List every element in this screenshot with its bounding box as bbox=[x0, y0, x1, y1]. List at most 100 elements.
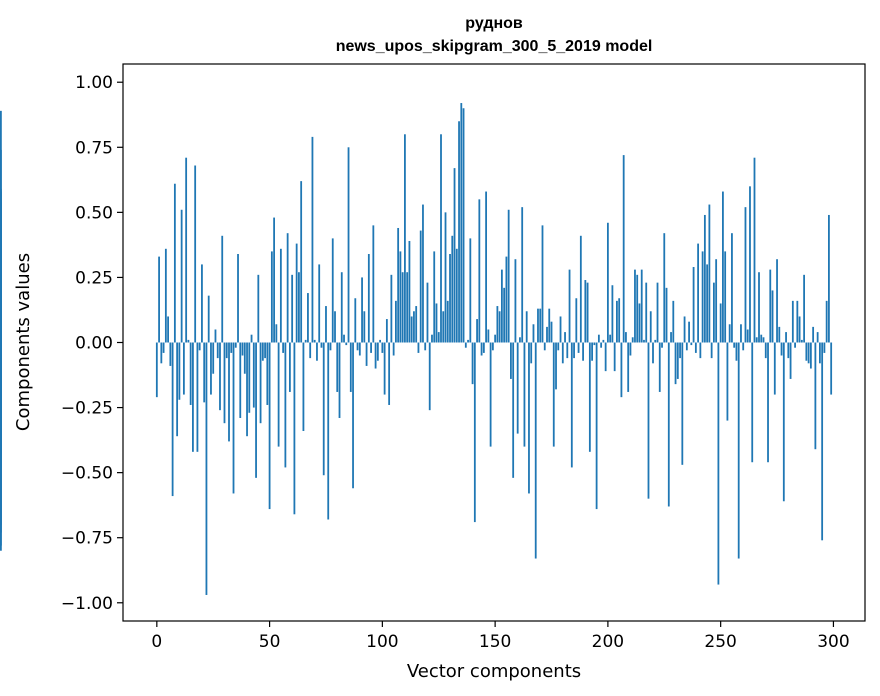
x-tick-label: 300 bbox=[817, 632, 849, 652]
bar-250 bbox=[719, 303, 722, 343]
bar-51 bbox=[270, 251, 273, 343]
bar-203 bbox=[613, 342, 616, 372]
bar-274 bbox=[773, 342, 776, 395]
bar-155 bbox=[505, 256, 508, 343]
y-tick-label: 1.00 bbox=[75, 73, 113, 93]
bar-238 bbox=[692, 267, 695, 343]
bar-271 bbox=[767, 342, 769, 463]
bar-170 bbox=[539, 308, 542, 343]
bar-77 bbox=[329, 342, 332, 351]
bar-32 bbox=[228, 342, 230, 442]
bar-167 bbox=[532, 324, 535, 343]
bar-222 bbox=[656, 282, 659, 343]
bar-71 bbox=[316, 342, 318, 361]
bar-1 bbox=[158, 256, 160, 343]
bar-143 bbox=[478, 199, 481, 343]
bar-131 bbox=[451, 235, 454, 343]
bar-154 bbox=[503, 287, 506, 343]
bar-97 bbox=[374, 342, 377, 369]
bar-126 bbox=[440, 134, 442, 343]
bar-164 bbox=[525, 311, 528, 343]
bar-149 bbox=[491, 342, 494, 351]
bar-235 bbox=[685, 342, 688, 351]
bar-298 bbox=[828, 214, 830, 343]
bar-18 bbox=[196, 342, 199, 452]
x-tick-label: 50 bbox=[259, 632, 281, 652]
bar-272 bbox=[769, 269, 772, 343]
bar-90 bbox=[358, 342, 361, 356]
x-axis: 0 50 100 150 200 250 300 bbox=[151, 621, 850, 652]
bar-95 bbox=[370, 342, 372, 353]
bar-27 bbox=[216, 342, 219, 359]
bar-102 bbox=[385, 319, 388, 343]
bar-38 bbox=[241, 342, 244, 356]
bar-160 bbox=[516, 342, 519, 434]
bar-227 bbox=[667, 342, 670, 507]
bar-248 bbox=[715, 259, 718, 343]
bar-247 bbox=[712, 282, 715, 343]
x-axis-label: Vector components bbox=[407, 661, 581, 682]
bar-133 bbox=[455, 248, 458, 343]
bar-107 bbox=[397, 227, 400, 343]
bar-169 bbox=[537, 308, 539, 343]
bar-141 bbox=[473, 342, 476, 523]
bar-20 bbox=[201, 264, 203, 343]
bar-255 bbox=[731, 233, 733, 343]
bar-230 bbox=[674, 342, 677, 385]
bar-3 bbox=[162, 342, 165, 353]
bar-268 bbox=[760, 334, 763, 343]
bar-152 bbox=[498, 311, 501, 343]
y-tick-label: −0.50 bbox=[61, 464, 113, 484]
bar-101 bbox=[383, 342, 386, 395]
bar-195 bbox=[595, 342, 598, 510]
y-tick-label: 0.00 bbox=[75, 334, 113, 354]
bar-212 bbox=[634, 269, 636, 343]
bar-280 bbox=[787, 342, 790, 359]
bar-135 bbox=[460, 103, 463, 343]
bar-231 bbox=[676, 342, 679, 379]
bar-undefined bbox=[0, 342, 2, 546]
bar-42 bbox=[250, 334, 253, 343]
y-tick-label: 0.25 bbox=[75, 268, 113, 288]
bar-191 bbox=[586, 282, 589, 343]
bar-73 bbox=[320, 342, 323, 348]
bar-82 bbox=[340, 272, 343, 343]
bar-264 bbox=[751, 342, 754, 463]
bar-43 bbox=[252, 342, 255, 408]
bar-210 bbox=[629, 342, 632, 356]
bar-9 bbox=[176, 342, 179, 437]
y-axis: 1.00 0.75 0.50 0.25 0.00 −0.25 −0.50 −0.75 −1.00 bbox=[61, 73, 123, 614]
bar-292 bbox=[814, 342, 817, 450]
bar-81 bbox=[338, 342, 341, 418]
y-tick-label: −0.25 bbox=[61, 399, 113, 419]
bar-28 bbox=[219, 342, 221, 411]
bar-144 bbox=[480, 342, 483, 356]
bar-12 bbox=[182, 342, 185, 395]
bar-47 bbox=[261, 342, 264, 361]
bar-159 bbox=[514, 259, 517, 343]
bar-282 bbox=[791, 300, 794, 343]
bar-111 bbox=[406, 272, 409, 343]
bar-265 bbox=[753, 157, 756, 343]
bar-125 bbox=[437, 332, 440, 343]
bar-240 bbox=[697, 243, 699, 343]
bar-undefined bbox=[0, 342, 2, 418]
bar-54 bbox=[277, 342, 280, 447]
bar-184 bbox=[570, 342, 573, 468]
bar-56 bbox=[282, 342, 285, 353]
bar-2 bbox=[160, 342, 163, 364]
bar-122 bbox=[431, 334, 433, 343]
bar-295 bbox=[821, 342, 824, 541]
bar-245 bbox=[708, 204, 711, 343]
bar-139 bbox=[469, 238, 472, 343]
bar-237 bbox=[690, 342, 693, 346]
bar-24 bbox=[210, 342, 212, 395]
bar-21 bbox=[203, 342, 206, 403]
y-tick-label: 0.50 bbox=[75, 203, 113, 223]
bar-63 bbox=[298, 272, 300, 343]
bar-44 bbox=[255, 342, 257, 478]
bar-33 bbox=[230, 342, 233, 353]
bar-14 bbox=[187, 339, 190, 343]
bar-214 bbox=[638, 303, 641, 343]
bar-200 bbox=[606, 222, 609, 343]
